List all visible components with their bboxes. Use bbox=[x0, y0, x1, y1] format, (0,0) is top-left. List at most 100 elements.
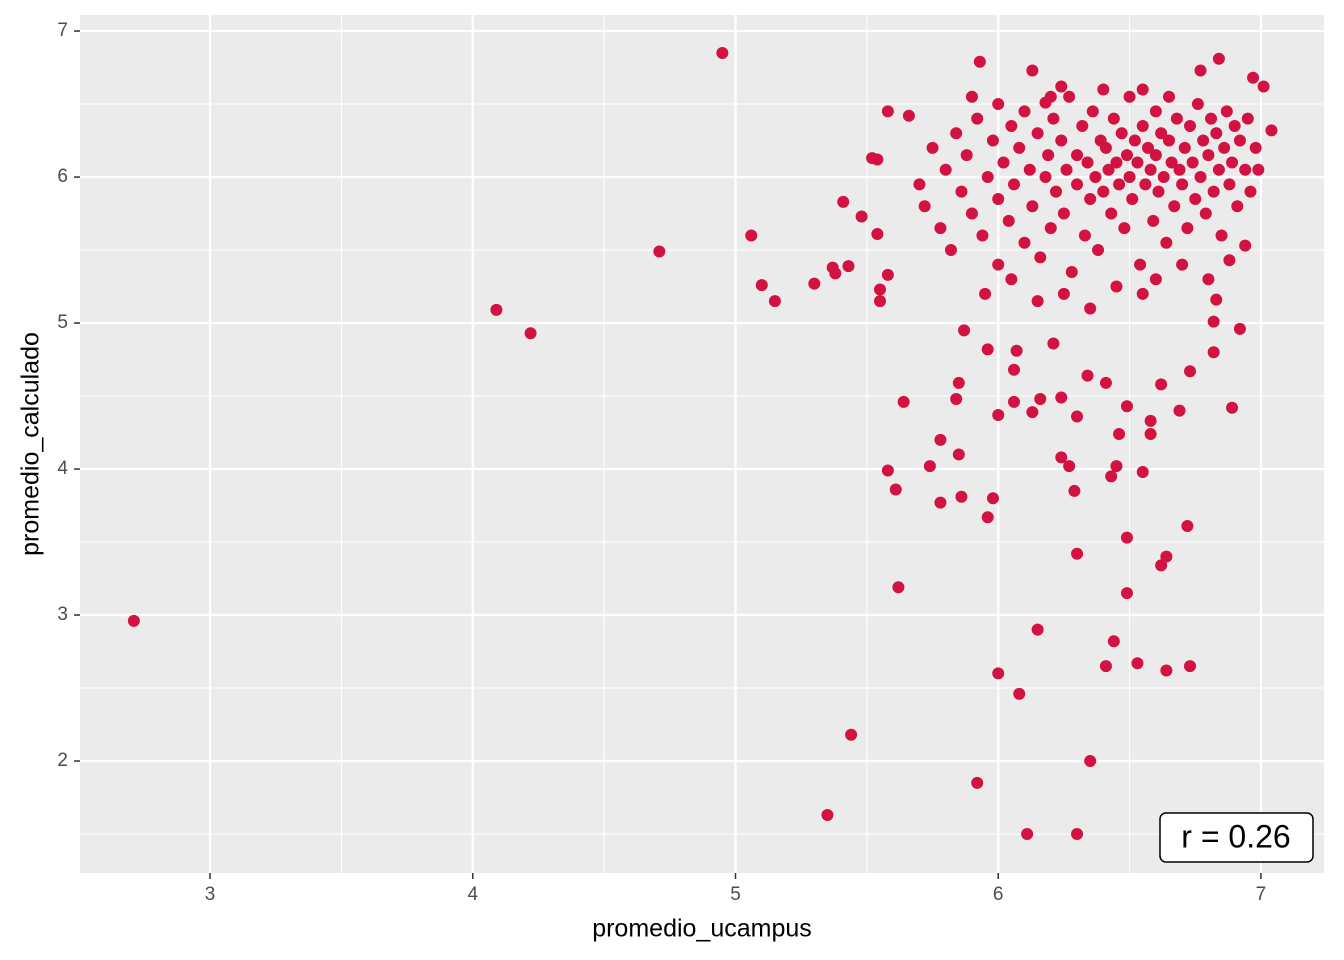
point bbox=[1207, 315, 1220, 328]
point bbox=[1068, 484, 1081, 497]
y-tick-label: 6 bbox=[57, 166, 68, 187]
point bbox=[1055, 134, 1068, 147]
point bbox=[1134, 258, 1147, 271]
point bbox=[1223, 254, 1236, 267]
point bbox=[1013, 687, 1026, 700]
point bbox=[958, 324, 971, 337]
point bbox=[1239, 163, 1252, 176]
point bbox=[1226, 401, 1239, 414]
point bbox=[1139, 178, 1152, 191]
point bbox=[1078, 229, 1091, 242]
point bbox=[1089, 171, 1102, 184]
point bbox=[1099, 141, 1112, 154]
x-axis-title: promedio_ucampus bbox=[592, 915, 812, 943]
point bbox=[986, 492, 999, 505]
point bbox=[1102, 163, 1115, 176]
point bbox=[1131, 156, 1144, 169]
point bbox=[871, 153, 884, 166]
point bbox=[745, 229, 758, 242]
annotation-box bbox=[1159, 812, 1314, 863]
point bbox=[881, 105, 894, 118]
point bbox=[1034, 251, 1047, 264]
point bbox=[1063, 90, 1076, 103]
point bbox=[973, 55, 986, 68]
point bbox=[939, 163, 952, 176]
point bbox=[979, 287, 992, 300]
point bbox=[1099, 376, 1112, 389]
point bbox=[1189, 192, 1202, 205]
point bbox=[992, 192, 1005, 205]
point bbox=[992, 667, 1005, 680]
point bbox=[1157, 171, 1170, 184]
point bbox=[1202, 273, 1215, 286]
point bbox=[1207, 185, 1220, 198]
point bbox=[1152, 185, 1165, 198]
point bbox=[1210, 127, 1223, 140]
y-tick-label: 2 bbox=[57, 750, 68, 771]
point bbox=[837, 195, 850, 208]
point bbox=[1055, 451, 1068, 464]
point bbox=[1084, 192, 1097, 205]
point bbox=[934, 433, 947, 446]
point bbox=[1168, 200, 1181, 213]
point bbox=[1136, 465, 1149, 478]
point bbox=[1039, 171, 1052, 184]
point bbox=[1136, 83, 1149, 96]
point bbox=[1005, 119, 1018, 132]
point bbox=[1031, 127, 1044, 140]
point bbox=[524, 327, 537, 340]
point bbox=[1149, 149, 1162, 162]
x-tick-label: 5 bbox=[730, 884, 741, 905]
point bbox=[1147, 214, 1160, 227]
point bbox=[127, 614, 140, 627]
point bbox=[653, 245, 666, 258]
point bbox=[1199, 207, 1212, 220]
point bbox=[1160, 550, 1173, 563]
point bbox=[1162, 134, 1175, 147]
point bbox=[1031, 295, 1044, 308]
point bbox=[1060, 163, 1073, 176]
point bbox=[1178, 141, 1191, 154]
point bbox=[1081, 369, 1094, 382]
point bbox=[1231, 200, 1244, 213]
point bbox=[971, 776, 984, 789]
annotation: r = 0.26 bbox=[1181, 818, 1290, 854]
point bbox=[1155, 378, 1168, 391]
point bbox=[1149, 105, 1162, 118]
point bbox=[1065, 265, 1078, 278]
point bbox=[1247, 71, 1260, 84]
point bbox=[1162, 90, 1175, 103]
point bbox=[1155, 559, 1168, 572]
point bbox=[965, 90, 978, 103]
x-tick-label: 4 bbox=[467, 884, 478, 905]
point bbox=[1244, 185, 1257, 198]
point bbox=[992, 258, 1005, 271]
point bbox=[1181, 222, 1194, 235]
point bbox=[1202, 149, 1215, 162]
point bbox=[1110, 156, 1123, 169]
point bbox=[1097, 185, 1110, 198]
point bbox=[1084, 755, 1097, 768]
point bbox=[1113, 178, 1126, 191]
point bbox=[1107, 635, 1120, 648]
point bbox=[855, 210, 868, 223]
point bbox=[1155, 127, 1168, 140]
point bbox=[873, 283, 886, 296]
point bbox=[1063, 460, 1076, 473]
point bbox=[1071, 410, 1084, 423]
point bbox=[1097, 83, 1110, 96]
point bbox=[918, 200, 931, 213]
point bbox=[1005, 273, 1018, 286]
point bbox=[1210, 293, 1223, 306]
point bbox=[1076, 119, 1089, 132]
point bbox=[992, 409, 1005, 422]
point bbox=[1220, 105, 1233, 118]
point bbox=[1184, 660, 1197, 673]
point bbox=[842, 260, 855, 273]
point bbox=[955, 490, 968, 503]
point bbox=[873, 295, 886, 308]
point bbox=[1176, 178, 1189, 191]
point bbox=[992, 98, 1005, 111]
point bbox=[716, 46, 729, 59]
